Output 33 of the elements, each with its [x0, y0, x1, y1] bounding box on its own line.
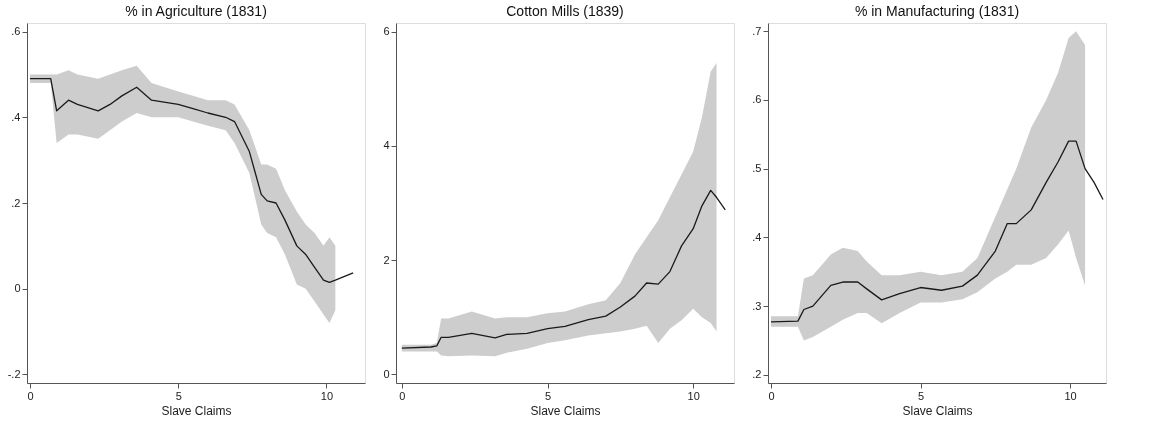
y-tick-label: 4 — [383, 139, 390, 152]
chart-title: Cotton Mills (1839) — [506, 3, 624, 19]
y-tick-label: 2 — [383, 253, 390, 266]
line-series — [401, 189, 726, 349]
x-tick-label: 10 — [1064, 389, 1077, 402]
x-tick-label: 5 — [544, 389, 552, 402]
line-series — [770, 140, 1104, 323]
x-axis-title: Slave Claims — [902, 403, 973, 418]
x-tick-label: 0 — [399, 389, 406, 402]
x-axis-title: Slave Claims — [530, 403, 601, 418]
y-tick-label: 0 — [14, 282, 21, 295]
y-tick-label: .2 — [752, 368, 762, 381]
x-tick-label: 5 — [917, 389, 925, 402]
y-tick-label: .4 — [752, 230, 762, 243]
x-tick-label: 0 — [768, 389, 775, 402]
y-tick-label: 0 — [383, 367, 390, 380]
y-tick-label: .6 — [752, 93, 762, 106]
chart-title: % in Manufacturing (1831) — [854, 3, 1020, 19]
y-tick-label: .6 — [11, 25, 21, 38]
x-axis-title: Slave Claims — [161, 403, 232, 418]
chart-title: % in Agriculture (1831) — [125, 3, 267, 19]
y-tick-label: .3 — [752, 299, 762, 312]
y-tick-label: -.2 — [7, 367, 21, 380]
x-tick-label: 10 — [320, 389, 334, 402]
y-tick-label: 6 — [383, 25, 390, 38]
y-tick-label: .5 — [752, 162, 762, 175]
x-tick-label: 10 — [687, 389, 700, 402]
x-tick-label: 0 — [27, 389, 34, 402]
line-series — [29, 78, 354, 283]
y-tick-label: .7 — [752, 24, 762, 37]
y-tick-label: .4 — [11, 110, 21, 123]
x-tick-label: 5 — [175, 389, 182, 402]
y-tick-label: .2 — [11, 196, 21, 209]
